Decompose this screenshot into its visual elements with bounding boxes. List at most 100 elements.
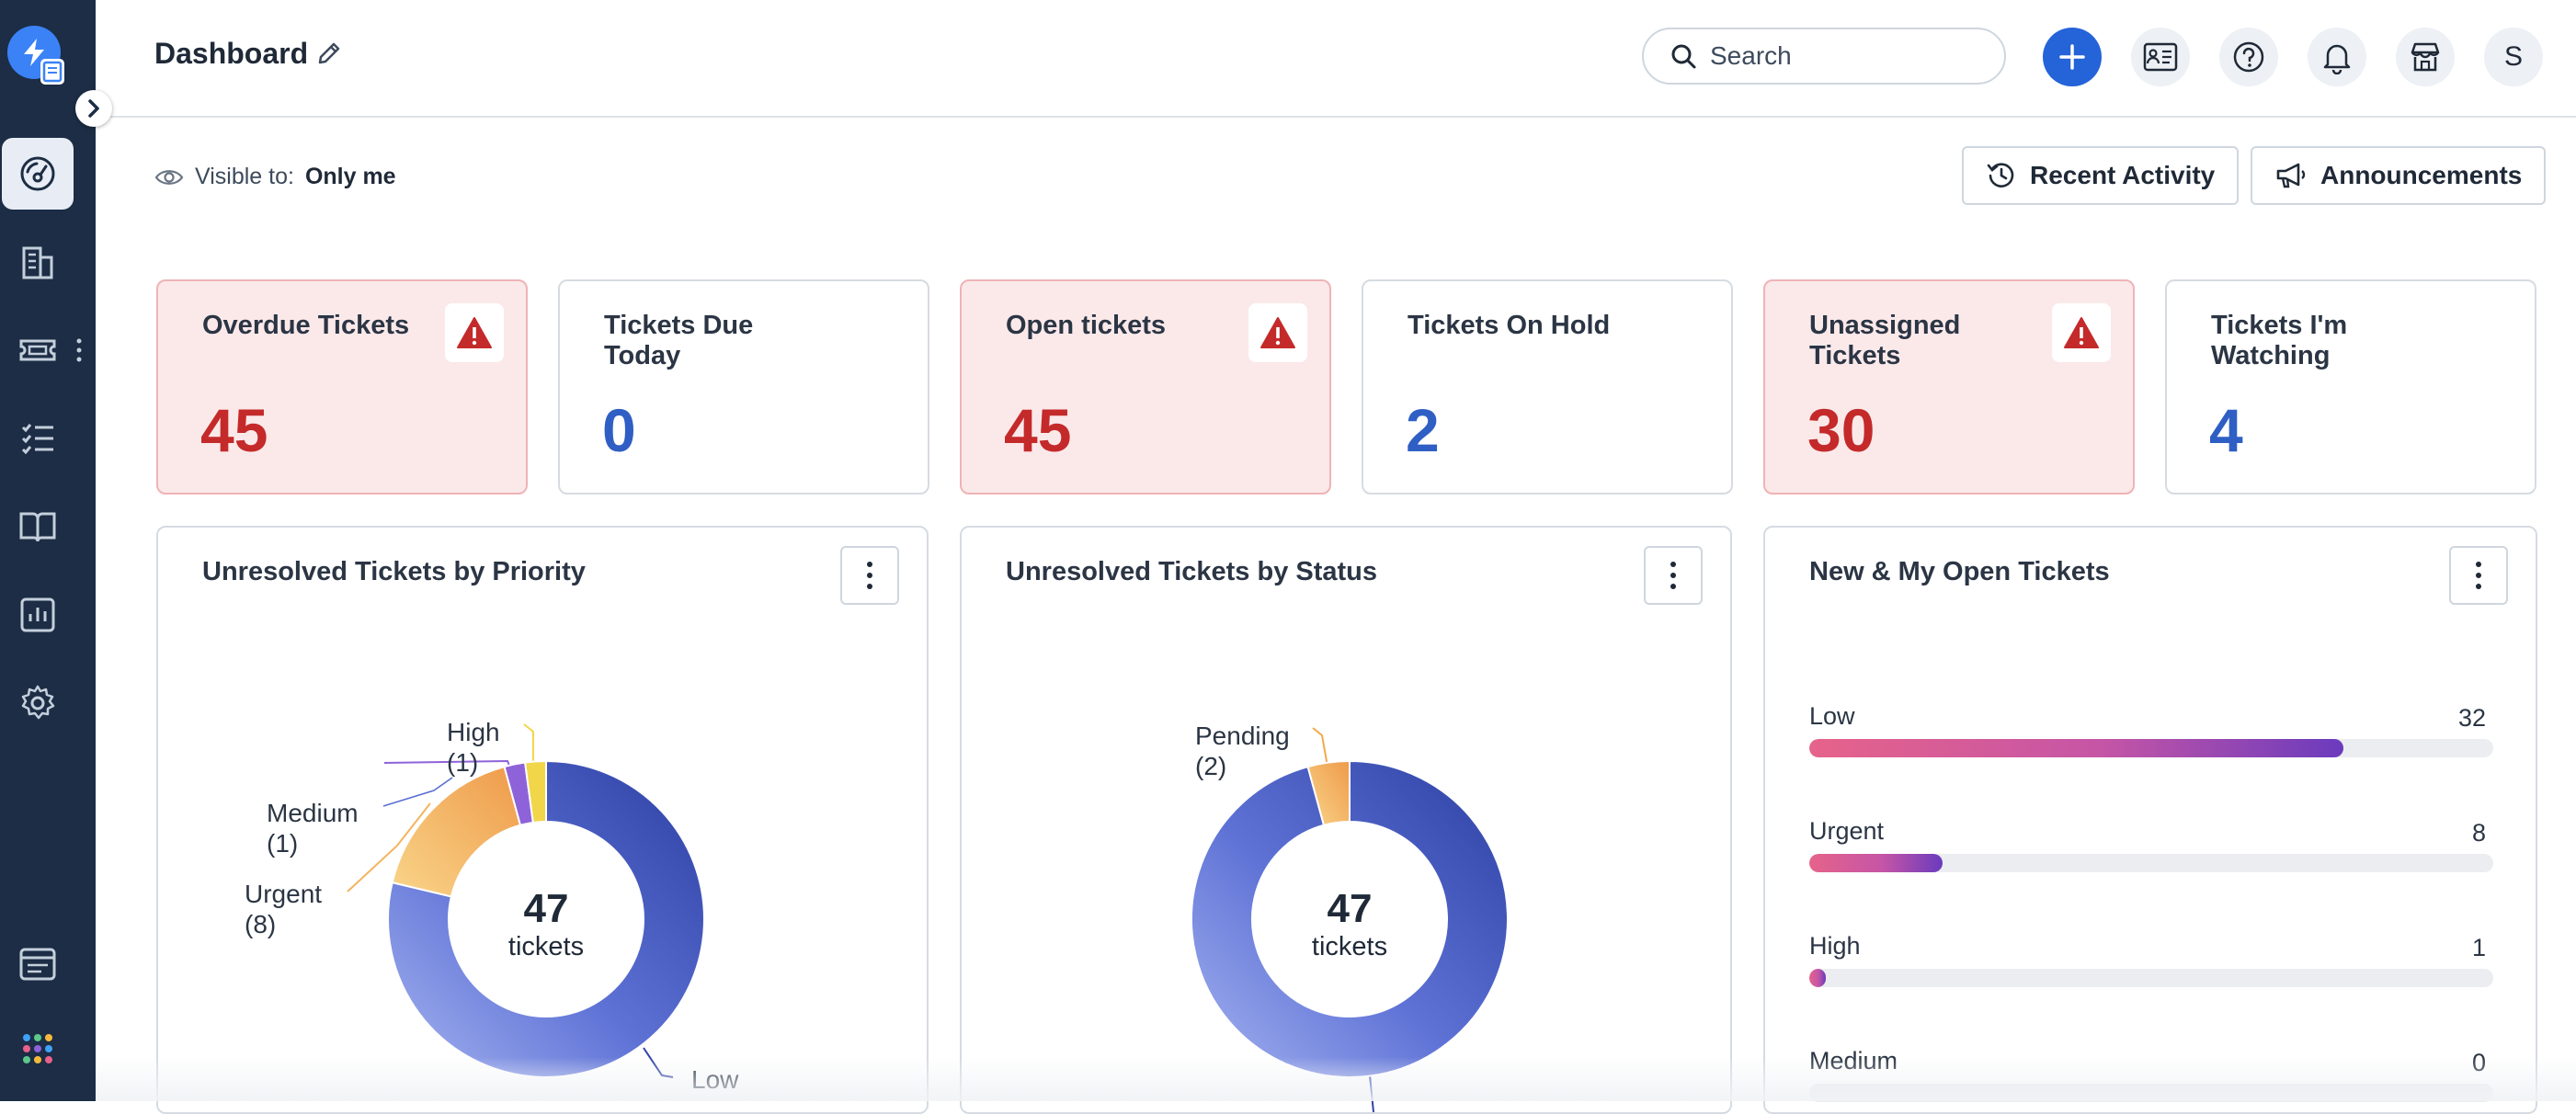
donut-slice-pending[interactable] — [1306, 759, 1351, 826]
reports-icon — [20, 597, 55, 632]
chevron-right-icon — [88, 99, 99, 118]
visibility-value: Only me — [304, 164, 396, 189]
dashboard-icon — [20, 156, 55, 191]
megaphone-icon — [2276, 163, 2306, 188]
stat-card-on-hold[interactable]: Tickets On Hold 2 — [1362, 279, 1733, 494]
donut-slice-other[interactable] — [1191, 759, 1509, 1078]
sidebar-item-portal[interactable] — [2, 928, 74, 1000]
top-header: Dashboard Search — [96, 0, 2576, 118]
status-donut-chart — [1191, 727, 1509, 1112]
bar-track — [1809, 739, 2493, 757]
contact-card-icon — [2143, 42, 2178, 72]
profile-avatar[interactable]: S — [2484, 28, 2543, 86]
slice-count: (1) — [447, 748, 479, 777]
stat-value: 4 — [2209, 396, 2243, 464]
panel-title: Unresolved Tickets by Priority — [202, 557, 586, 586]
bar-fill — [1809, 969, 1827, 987]
help-icon — [2233, 41, 2264, 73]
stat-title: Tickets On Hold — [1408, 311, 1611, 340]
priority-chart-panel: Unresolved Tickets by Priority 47 ticket… — [156, 526, 929, 1114]
browser-window-icon — [19, 948, 56, 981]
building-icon — [22, 246, 53, 279]
panel-menu-button[interactable] — [2449, 546, 2508, 605]
recent-activity-button[interactable]: Recent Activity — [1962, 146, 2240, 205]
stat-title: Tickets Due Today — [604, 311, 754, 370]
priority-donut-chart — [347, 723, 705, 1078]
more-vertical-icon — [867, 562, 872, 589]
bar-fill — [1809, 854, 1943, 872]
visibility-label: Visible to: — [195, 164, 294, 189]
announcements-button[interactable]: Announcements — [2251, 146, 2547, 205]
sidebar-item-tickets[interactable] — [2, 314, 74, 386]
sidebar-item-tasks[interactable] — [2, 403, 74, 474]
slice-name: Low — [691, 1065, 739, 1094]
sidebar — [0, 0, 96, 1101]
bar-label: Medium — [1809, 1047, 1898, 1074]
slice-label-medium: Medium (1) — [267, 798, 359, 858]
contacts-button[interactable] — [2131, 28, 2190, 86]
stat-card-due-today[interactable]: Tickets Due Today 0 — [558, 279, 929, 494]
stat-card-unassigned[interactable]: Unassigned Tickets 30 — [1763, 279, 2135, 494]
new-item-button[interactable] — [2043, 28, 2102, 86]
more-vertical-icon — [1670, 562, 1676, 589]
stat-card-overdue[interactable]: Overdue Tickets 45 — [156, 279, 528, 494]
page-title: Dashboard — [154, 37, 309, 70]
stat-value: 2 — [1406, 396, 1440, 464]
donut-slice-urgent[interactable] — [391, 765, 522, 898]
slice-label-pending: Pending (2) — [1195, 721, 1290, 781]
sidebar-expand-button[interactable] — [75, 90, 112, 127]
bar-label: Low — [1809, 702, 1855, 730]
app-logo[interactable] — [7, 26, 61, 79]
sidebar-item-knowledge-base[interactable] — [2, 491, 74, 563]
stat-card-open[interactable]: Open tickets 45 — [960, 279, 1331, 494]
donut-slice-low[interactable] — [387, 759, 705, 1078]
donut-center-label: tickets — [1311, 932, 1388, 961]
bar-track — [1809, 1084, 2493, 1102]
stat-value: 45 — [1004, 396, 1072, 464]
bar-count: 1 — [2471, 934, 2486, 961]
bar-count: 8 — [2471, 819, 2486, 847]
stat-value: 30 — [1807, 396, 1875, 464]
new-open-tickets-panel: New & My Open Tickets Low 32 Urgent 8 Hi… — [1763, 526, 2537, 1114]
slice-name: Medium — [267, 799, 359, 827]
checklist-icon — [21, 424, 53, 455]
slice-name: Urgent — [245, 880, 323, 908]
marketplace-button[interactable] — [2396, 28, 2455, 86]
panel-title: New & My Open Tickets — [1809, 557, 2110, 586]
stat-card-watching[interactable]: Tickets I'm Watching 4 — [2165, 279, 2536, 494]
bar-count: 32 — [2457, 704, 2486, 732]
search-icon — [1671, 44, 1696, 69]
plus-icon — [2059, 44, 2085, 70]
slice-name: High — [447, 718, 500, 746]
status-chart-panel: Unresolved Tickets by Status 47 tickets … — [960, 526, 1732, 1114]
slice-count: (1) — [267, 829, 299, 858]
warning-icon — [1248, 303, 1307, 362]
slice-name: Pending — [1195, 722, 1290, 750]
sidebar-item-reports[interactable] — [2, 579, 74, 651]
stat-value: 45 — [200, 396, 268, 464]
history-icon — [1987, 163, 2014, 188]
panel-menu-button[interactable] — [1644, 546, 1703, 605]
sidebar-item-apps[interactable] — [2, 1013, 74, 1085]
donut-slice-high[interactable] — [523, 759, 547, 824]
sidebar-item-dashboard[interactable] — [2, 138, 74, 210]
bar-track — [1809, 969, 2493, 987]
sidebar-item-settings[interactable] — [2, 667, 74, 739]
bar-track — [1809, 854, 2493, 872]
stat-value: 0 — [602, 396, 636, 464]
sidebar-more-icon[interactable] — [75, 336, 83, 369]
panel-menu-button[interactable] — [840, 546, 899, 605]
donut-center-label: tickets — [507, 932, 585, 961]
visibility-setting[interactable]: Visible to: Only me — [154, 164, 396, 190]
edit-title-icon[interactable] — [314, 39, 344, 73]
announcements-label: Announcements — [2320, 161, 2523, 189]
sidebar-item-companies[interactable] — [2, 226, 74, 298]
settings-icon — [21, 685, 55, 720]
avatar-initial: S — [2503, 41, 2523, 72]
notifications-button[interactable] — [2308, 28, 2366, 86]
panel-title: Unresolved Tickets by Status — [1006, 557, 1378, 586]
bar-count: 0 — [2471, 1049, 2486, 1076]
recent-activity-label: Recent Activity — [2030, 161, 2216, 189]
search-input[interactable]: Search — [1642, 28, 2006, 85]
help-button[interactable] — [2219, 28, 2278, 86]
